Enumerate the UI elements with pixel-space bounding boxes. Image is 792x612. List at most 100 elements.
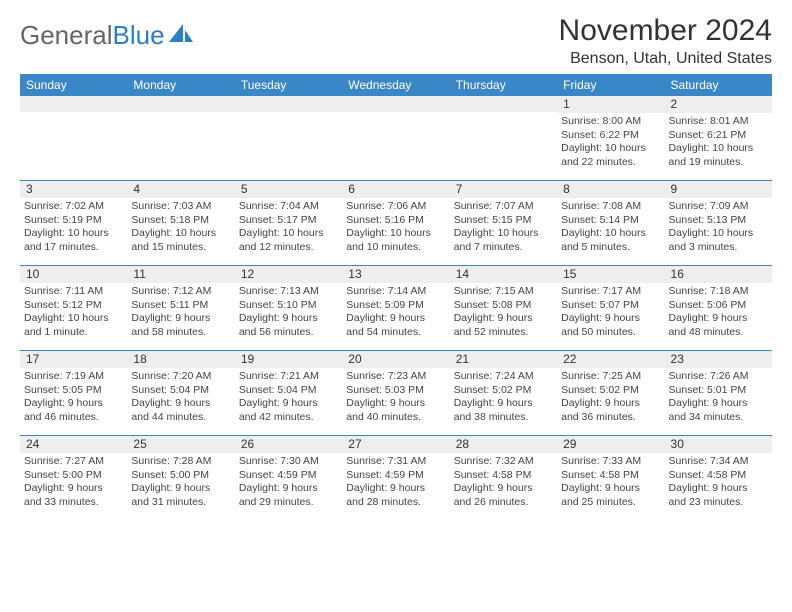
sail-icon <box>169 20 195 51</box>
logo: GeneralBlue <box>20 14 195 51</box>
day-detail-line: Sunrise: 7:32 AM <box>454 455 553 468</box>
day-detail-line: Daylight: 9 hours <box>669 397 768 410</box>
day-detail-line: Sunrise: 7:20 AM <box>131 370 230 383</box>
day-cell: 7Sunrise: 7:07 AMSunset: 5:15 PMDaylight… <box>450 181 557 265</box>
day-detail-line: Daylight: 10 hours <box>669 142 768 155</box>
calendar: SundayMondayTuesdayWednesdayThursdayFrid… <box>20 74 772 520</box>
day-detail-line: Daylight: 9 hours <box>561 312 660 325</box>
day-detail-line: and 5 minutes. <box>561 241 660 254</box>
day-cell: 9Sunrise: 7:09 AMSunset: 5:13 PMDaylight… <box>665 181 772 265</box>
day-cell <box>450 96 557 180</box>
day-detail-line: Sunrise: 7:24 AM <box>454 370 553 383</box>
day-detail-line: Sunset: 5:01 PM <box>669 384 768 397</box>
day-detail-line: Sunrise: 7:07 AM <box>454 200 553 213</box>
day-number: 25 <box>127 436 234 453</box>
week-row: 10Sunrise: 7:11 AMSunset: 5:12 PMDayligh… <box>20 266 772 351</box>
day-detail-line: and 25 minutes. <box>561 496 660 509</box>
day-detail-line: Daylight: 10 hours <box>239 227 338 240</box>
day-detail-line: Sunrise: 7:26 AM <box>669 370 768 383</box>
day-detail-line: Sunrise: 7:34 AM <box>669 455 768 468</box>
day-detail-line: Sunrise: 7:27 AM <box>24 455 123 468</box>
day-detail-line: and 19 minutes. <box>669 156 768 169</box>
day-number: 27 <box>342 436 449 453</box>
day-detail-line: Sunrise: 8:01 AM <box>669 115 768 128</box>
day-detail-line: Sunrise: 7:09 AM <box>669 200 768 213</box>
day-cell <box>235 96 342 180</box>
day-number: 20 <box>342 351 449 368</box>
day-cell: 20Sunrise: 7:23 AMSunset: 5:03 PMDayligh… <box>342 351 449 435</box>
day-number: 24 <box>20 436 127 453</box>
day-number: 23 <box>665 351 772 368</box>
day-number <box>450 96 557 112</box>
day-detail-line: Sunset: 5:02 PM <box>454 384 553 397</box>
day-number: 26 <box>235 436 342 453</box>
day-detail-line: Sunset: 5:07 PM <box>561 299 660 312</box>
header: GeneralBlue November 2024 Benson, Utah, … <box>20 14 772 68</box>
logo-text-blue: Blue <box>113 20 165 51</box>
day-detail-line: Daylight: 9 hours <box>239 397 338 410</box>
day-detail-line: Sunset: 5:17 PM <box>239 214 338 227</box>
day-detail-line: and 29 minutes. <box>239 496 338 509</box>
day-number: 10 <box>20 266 127 283</box>
day-cell: 23 Sunrise: 7:26 AMSunset: 5:01 PMDayligh… <box>665 351 772 435</box>
day-cell: 6Sunrise: 7:06 AMSunset: 5:16 PMDaylight… <box>342 181 449 265</box>
day-number: 28 <box>450 436 557 453</box>
day-detail-line: and 56 minutes. <box>239 326 338 339</box>
day-cell: 18Sunrise: 7:20 AMSunset: 5:04 PMDayligh… <box>127 351 234 435</box>
day-detail-line: Daylight: 10 hours <box>131 227 230 240</box>
day-detail-line: and 31 minutes. <box>131 496 230 509</box>
day-cell: 22Sunrise: 7:25 AMSunset: 5:02 PMDayligh… <box>557 351 664 435</box>
day-detail-line: Sunset: 4:58 PM <box>669 469 768 482</box>
day-detail-line: Sunrise: 7:04 AM <box>239 200 338 213</box>
day-detail-line: Daylight: 9 hours <box>561 397 660 410</box>
day-detail-line: Sunrise: 7:12 AM <box>131 285 230 298</box>
day-detail-line: Sunrise: 7:25 AM <box>561 370 660 383</box>
day-detail-line: Daylight: 9 hours <box>454 482 553 495</box>
day-cell: 16Sunrise: 7:18 AMSunset: 5:06 PMDayligh… <box>665 266 772 350</box>
day-detail-line: Sunset: 5:18 PM <box>131 214 230 227</box>
day-cell <box>20 96 127 180</box>
day-detail-line: and 3 minutes. <box>669 241 768 254</box>
weekday-header-row: SundayMondayTuesdayWednesdayThursdayFrid… <box>20 74 772 96</box>
day-detail-line: Daylight: 10 hours <box>454 227 553 240</box>
day-detail-line: and 12 minutes. <box>239 241 338 254</box>
day-detail-line: Sunset: 5:03 PM <box>346 384 445 397</box>
day-detail-line: and 33 minutes. <box>24 496 123 509</box>
day-cell: 29Sunrise: 7:33 AMSunset: 4:58 PMDayligh… <box>557 436 664 520</box>
day-detail-line: Sunrise: 7:17 AM <box>561 285 660 298</box>
day-detail-line: Sunrise: 7:33 AM <box>561 455 660 468</box>
day-detail-line: and 1 minute. <box>24 326 123 339</box>
day-detail-line: Sunrise: 7:02 AM <box>24 200 123 213</box>
day-cell: 19Sunrise: 7:21 AMSunset: 5:04 PMDayligh… <box>235 351 342 435</box>
day-detail-line: and 22 minutes. <box>561 156 660 169</box>
day-detail-line: Daylight: 9 hours <box>669 312 768 325</box>
day-detail-line: and 50 minutes. <box>561 326 660 339</box>
day-cell <box>342 96 449 180</box>
day-detail-line: and 7 minutes. <box>454 241 553 254</box>
day-detail-line: Sunrise: 8:00 AM <box>561 115 660 128</box>
day-detail-line: Daylight: 9 hours <box>454 312 553 325</box>
day-detail-line: and 46 minutes. <box>24 411 123 424</box>
day-number <box>127 96 234 112</box>
day-cell: 11Sunrise: 7:12 AMSunset: 5:11 PMDayligh… <box>127 266 234 350</box>
day-detail-line: Sunset: 5:13 PM <box>669 214 768 227</box>
day-detail-line: Sunset: 5:04 PM <box>239 384 338 397</box>
day-detail-line: Daylight: 9 hours <box>239 312 338 325</box>
day-detail-line: Daylight: 10 hours <box>561 227 660 240</box>
day-cell: 12Sunrise: 7:13 AMSunset: 5:10 PMDayligh… <box>235 266 342 350</box>
day-detail-line: Sunrise: 7:15 AM <box>454 285 553 298</box>
day-detail-line: Sunrise: 7:14 AM <box>346 285 445 298</box>
day-detail-line: Sunset: 5:08 PM <box>454 299 553 312</box>
day-detail-line: Daylight: 9 hours <box>346 397 445 410</box>
logo-text-gray: General <box>20 20 113 51</box>
day-cell: 4Sunrise: 7:03 AMSunset: 5:18 PMDaylight… <box>127 181 234 265</box>
day-detail-line: Daylight: 9 hours <box>24 482 123 495</box>
day-cell: 21Sunrise: 7:24 AMSunset: 5:02 PMDayligh… <box>450 351 557 435</box>
day-detail-line: Sunset: 5:11 PM <box>131 299 230 312</box>
day-detail-line: Daylight: 9 hours <box>454 397 553 410</box>
day-detail-line: Daylight: 9 hours <box>346 312 445 325</box>
day-detail-line: Sunset: 5:16 PM <box>346 214 445 227</box>
weekday-header: Friday <box>557 74 664 96</box>
day-detail-line: and 15 minutes. <box>131 241 230 254</box>
day-number: 29 <box>557 436 664 453</box>
